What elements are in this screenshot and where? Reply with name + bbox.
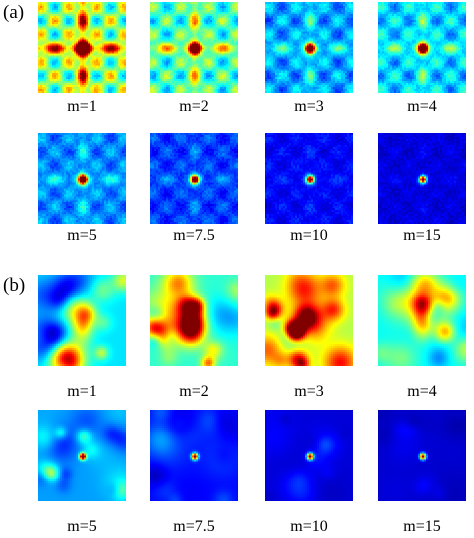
- panel-a-caption-8: m=15: [378, 227, 466, 245]
- panel-b-tile-8: [378, 410, 466, 501]
- panel-a-tile-1: [38, 2, 126, 93]
- panel-b-caption-1: m=1: [38, 383, 126, 401]
- panel-a-tile-8: [378, 133, 466, 224]
- heatmap-image: [150, 275, 238, 366]
- panel-a-caption-7: m=10: [265, 227, 353, 245]
- heatmap-image: [378, 275, 466, 366]
- panel-a-tile-5: [38, 133, 126, 224]
- panel-b-caption-7: m=10: [265, 518, 353, 536]
- panel-b-tile-3: [265, 275, 353, 366]
- heatmap-image: [38, 2, 126, 93]
- heatmap-image: [378, 133, 466, 224]
- heatmap-image: [150, 2, 238, 93]
- panel-b-caption-6: m=7.5: [150, 518, 238, 536]
- heatmap-image: [38, 275, 126, 366]
- heatmap-image: [38, 410, 126, 501]
- panel-a-caption-3: m=3: [265, 98, 353, 116]
- panel-b-caption-5: m=5: [38, 518, 126, 536]
- heatmap-image: [265, 133, 353, 224]
- panel-b-caption-4: m=4: [378, 383, 466, 401]
- panel-a-caption-4: m=4: [378, 98, 466, 116]
- panel-b-tile-1: [38, 275, 126, 366]
- panel-b-tile-7: [265, 410, 353, 501]
- panel-b-tile-4: [378, 275, 466, 366]
- panel-a-tile-2: [150, 2, 238, 93]
- panel-b-tile-5: [38, 410, 126, 501]
- panel-a-caption-1: m=1: [38, 98, 126, 116]
- heatmap-image: [150, 133, 238, 224]
- heatmap-image: [378, 410, 466, 501]
- panel-a-label: (a): [3, 2, 24, 24]
- panel-a-tile-4: [378, 2, 466, 93]
- heatmap-image: [265, 410, 353, 501]
- panel-b-caption-8: m=15: [378, 518, 466, 536]
- panel-a-caption-2: m=2: [150, 98, 238, 116]
- panel-b-tile-2: [150, 275, 238, 366]
- panel-a-caption-5: m=5: [38, 227, 126, 245]
- panel-b-label: (b): [3, 275, 25, 297]
- panel-a-caption-6: m=7.5: [150, 227, 238, 245]
- panel-b-caption-3: m=3: [265, 383, 353, 401]
- heatmap-image: [265, 275, 353, 366]
- heatmap-image: [38, 133, 126, 224]
- heatmap-image: [265, 2, 353, 93]
- panel-b-caption-2: m=2: [150, 383, 238, 401]
- panel-a-tile-6: [150, 133, 238, 224]
- heatmap-image: [150, 410, 238, 501]
- heatmap-image: [378, 2, 466, 93]
- panel-a-tile-3: [265, 2, 353, 93]
- panel-b-tile-6: [150, 410, 238, 501]
- panel-a-tile-7: [265, 133, 353, 224]
